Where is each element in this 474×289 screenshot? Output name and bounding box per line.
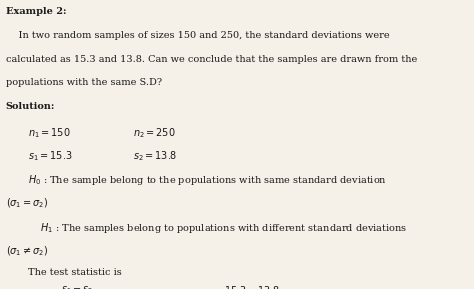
Text: The test statistic is: The test statistic is — [28, 268, 122, 277]
Text: calculated as 15.3 and 13.8. Can we conclude that the samples are drawn from the: calculated as 15.3 and 13.8. Can we conc… — [6, 55, 417, 64]
Text: $(\sigma_1 \neq \sigma_2)$: $(\sigma_1 \neq \sigma_2)$ — [6, 244, 48, 258]
Text: $s_2 = 13.8$: $s_2 = 13.8$ — [133, 149, 177, 163]
Text: Example 2:: Example 2: — [6, 7, 66, 16]
Text: $H_0$ : The sample belong to the populations with same standard deviation: $H_0$ : The sample belong to the populat… — [28, 173, 387, 187]
Text: Solution:: Solution: — [6, 102, 55, 111]
Text: $\dfrac{15.3 - 13.8}{\sqrt{\dfrac{(15.3)^2}{300} - \dfrac{(13.8)^2}{500}}}$: $\dfrac{15.3 - 13.8}{\sqrt{\dfrac{(15.3)… — [204, 285, 301, 289]
Text: In two random samples of sizes 150 and 250, the standard deviations were: In two random samples of sizes 150 and 2… — [6, 31, 389, 40]
Text: $H_1$ : The samples belong to populations with different standard deviations: $H_1$ : The samples belong to population… — [28, 221, 408, 234]
Text: $s_1 = 15.3$: $s_1 = 15.3$ — [28, 149, 73, 163]
Text: $n_2 = 250$: $n_2 = 250$ — [133, 126, 175, 140]
Text: populations with the same S.D?: populations with the same S.D? — [6, 78, 162, 87]
Text: $n_1 = 150$: $n_1 = 150$ — [28, 126, 71, 140]
Text: $(\sigma_1 = \sigma_2)$: $(\sigma_1 = \sigma_2)$ — [6, 197, 48, 210]
Text: $\dfrac{s_1 - s_2}{\sqrt{\dfrac{s_1^{2}}{2n_1} + \dfrac{s_2^{2}}{2n_2}}}$: $\dfrac{s_1 - s_2}{\sqrt{\dfrac{s_1^{2}}… — [47, 284, 109, 289]
